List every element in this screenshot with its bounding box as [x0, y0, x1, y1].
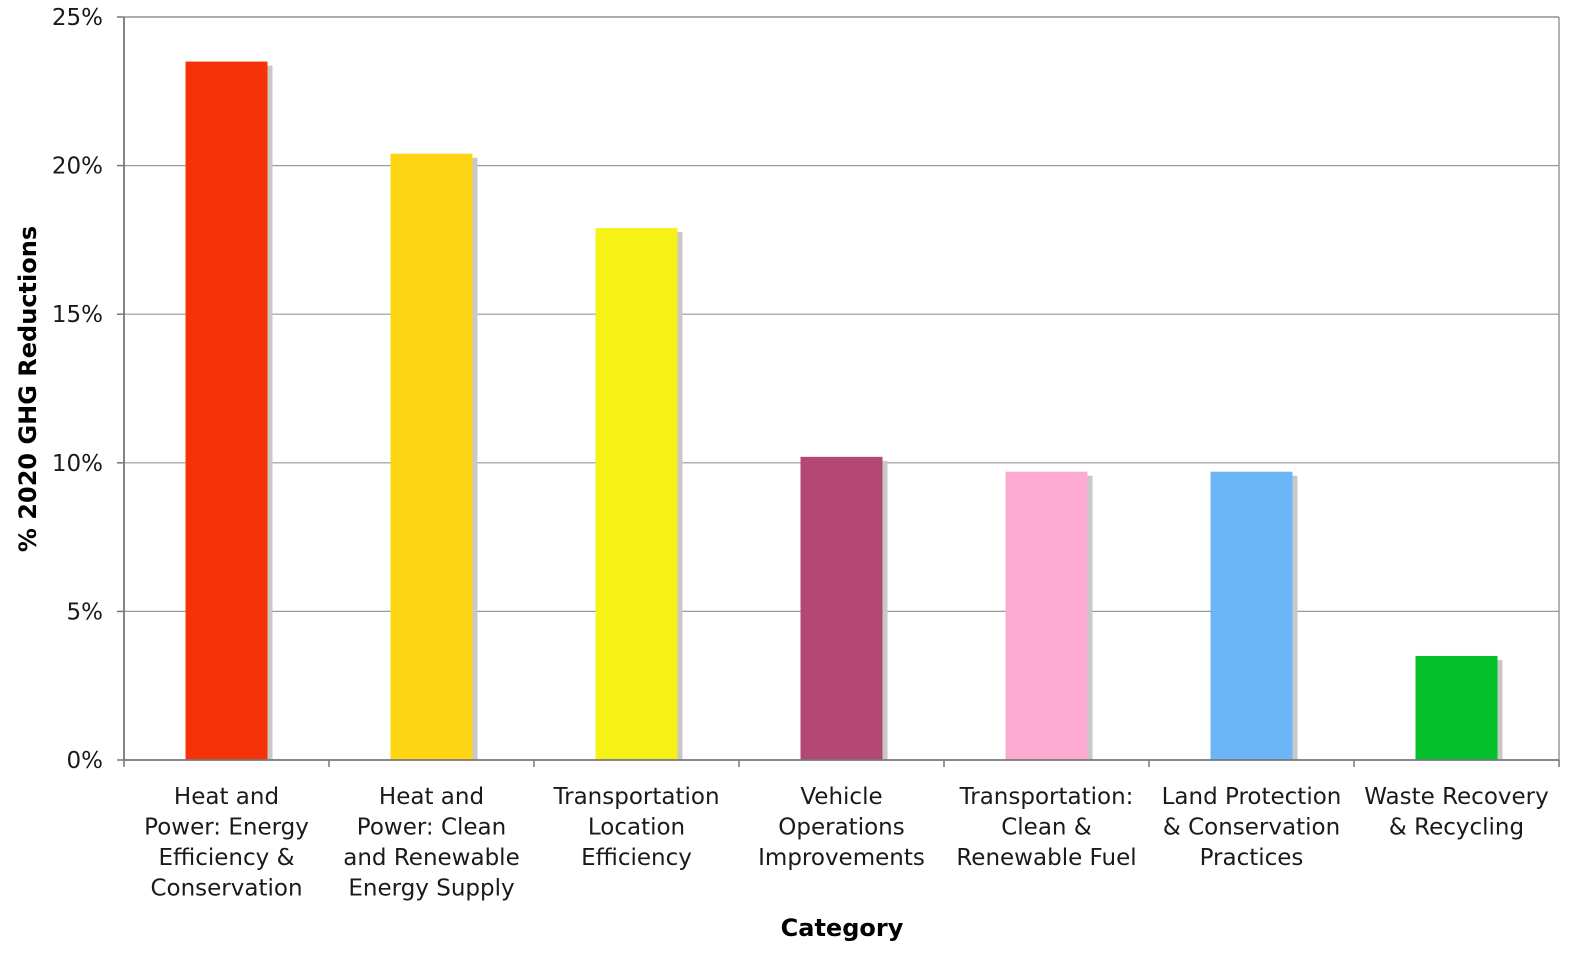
bar	[1005, 471, 1088, 760]
x-category-label-line: Transportation	[552, 784, 719, 810]
bar	[390, 153, 473, 760]
x-category-label: Transportation: Clean & Renewable Fuel	[956, 784, 1136, 871]
axes	[117, 16, 1560, 767]
y-tick-labels: 0% 5% 10% 15% 20% 25%	[52, 5, 103, 774]
x-category-label-line: and Renewable	[343, 845, 519, 871]
x-category-label-line: Vehicle	[800, 784, 882, 810]
bar	[595, 228, 678, 761]
y-tick-label: 25%	[52, 5, 103, 31]
x-category-label: Heat and Power: Clean and Renewable Energy …	[343, 784, 519, 902]
y-tick-label: 5%	[67, 599, 104, 625]
x-category-label-line: Practices	[1200, 845, 1304, 871]
x-category-label: Land Protection & Conservation Practices	[1162, 784, 1342, 871]
y-tick-label: 10%	[52, 451, 103, 477]
x-axis-title: Category	[781, 914, 904, 942]
bars	[185, 61, 1503, 761]
x-category-label: Heat and Power: Energy Efficiency & Conserv…	[144, 784, 309, 902]
x-category-label-line: Transportation:	[959, 784, 1134, 810]
y-tick-label: 20%	[52, 154, 103, 180]
bar	[800, 456, 883, 760]
x-category-label-line: Conservation	[150, 876, 302, 902]
x-category-labels: Heat and Power: Energy Efficiency & Conserv…	[144, 784, 1549, 902]
x-category-label-line: Heat and	[174, 784, 279, 810]
x-category-label-line: Power: Energy	[144, 815, 309, 841]
x-category-label-line: Location	[588, 815, 685, 841]
y-tick-label: 0%	[67, 748, 104, 774]
x-category-label-line: Improvements	[758, 845, 925, 871]
y-axis-title: % 2020 GHG Reductions	[14, 226, 42, 552]
y-tick-label: 15%	[52, 302, 103, 328]
x-category-label: Transportation Location Efficiency	[552, 784, 719, 871]
x-category-label: Waste Recovery & Recycling	[1364, 784, 1548, 841]
x-category-label-line: & Recycling	[1389, 815, 1524, 841]
x-category-label-line: Waste Recovery	[1364, 784, 1548, 810]
x-category-label-line: Power: Clean	[357, 815, 506, 841]
bar	[1210, 471, 1293, 760]
x-category-label-line: Heat and	[379, 784, 484, 810]
x-category-label-line: & Conservation	[1163, 815, 1340, 841]
x-category-label-line: Renewable Fuel	[956, 845, 1136, 871]
x-category-label-line: Energy Supply	[348, 876, 514, 902]
bar	[185, 61, 268, 760]
x-category-label-line: Land Protection	[1162, 784, 1342, 810]
x-category-label-line: Clean &	[1001, 815, 1092, 841]
bar	[1415, 655, 1498, 760]
x-category-label: Vehicle Operations Improvements	[758, 784, 925, 871]
x-category-label-line: Efficiency	[581, 845, 692, 871]
x-category-label-line: Efficiency &	[158, 845, 294, 871]
x-category-label-line: Operations	[778, 815, 904, 841]
